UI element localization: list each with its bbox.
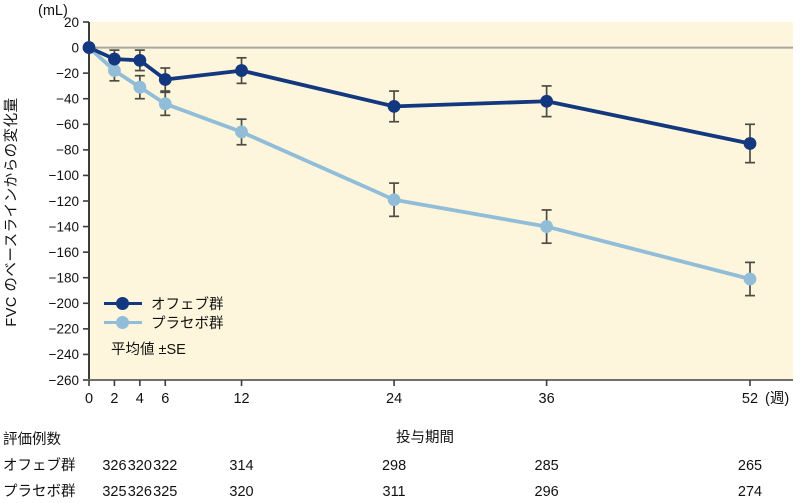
svg-text:−120: −120 bbox=[49, 194, 79, 209]
mean-se-note: 平均値 ±SE bbox=[111, 342, 186, 358]
svg-text:−140: −140 bbox=[49, 219, 79, 234]
n-table-row-label-placebo: プラセボ群 bbox=[3, 484, 76, 500]
svg-text:−240: −240 bbox=[49, 347, 79, 362]
legend-marker-ofev-icon bbox=[104, 297, 142, 310]
legend: オフェブ群 プラセボ群 bbox=[104, 294, 224, 332]
svg-text:20: 20 bbox=[64, 15, 79, 30]
svg-text:24: 24 bbox=[386, 391, 402, 407]
legend-item-ofev: オフェブ群 bbox=[104, 294, 224, 313]
svg-text:0: 0 bbox=[71, 40, 79, 55]
n-count: 322 bbox=[153, 458, 178, 474]
svg-text:52: 52 bbox=[742, 391, 758, 407]
n-count: 320 bbox=[127, 458, 152, 474]
legend-item-placebo: プラセボ群 bbox=[104, 313, 224, 332]
svg-text:4: 4 bbox=[136, 391, 144, 407]
svg-text:2: 2 bbox=[110, 391, 118, 407]
svg-text:12: 12 bbox=[233, 391, 249, 407]
svg-text:−100: −100 bbox=[49, 168, 79, 183]
series-points-0 bbox=[82, 41, 757, 150]
n-count: 296 bbox=[534, 484, 559, 500]
y-axis bbox=[83, 21, 90, 381]
svg-text:6: 6 bbox=[161, 391, 169, 407]
x-axis-title: 投与期間 bbox=[396, 430, 454, 446]
svg-text:−220: −220 bbox=[49, 322, 79, 337]
n-count: 326 bbox=[127, 484, 152, 500]
svg-text:−180: −180 bbox=[49, 271, 79, 286]
legend-label-placebo: プラセボ群 bbox=[151, 316, 224, 332]
n-count: 326 bbox=[102, 458, 127, 474]
plot-area bbox=[89, 22, 793, 380]
n-count: 325 bbox=[153, 484, 178, 500]
n-count: 311 bbox=[382, 484, 406, 500]
svg-text:−80: −80 bbox=[56, 143, 79, 158]
svg-text:36: 36 bbox=[539, 391, 555, 407]
n-count: 298 bbox=[381, 458, 407, 474]
x-tick-labels: 0 2 4 6 12 24 36 52 (週) bbox=[85, 390, 789, 407]
n-count: 274 bbox=[737, 484, 763, 500]
fvc-line-chart: 200−20−40−60−80−100−120−140−160−180−200−… bbox=[49, 15, 793, 407]
n-count: 314 bbox=[229, 458, 254, 474]
svg-text:−260: −260 bbox=[49, 373, 79, 388]
svg-text:−20: −20 bbox=[56, 66, 79, 81]
svg-text:−160: −160 bbox=[49, 245, 79, 260]
svg-text:−40: −40 bbox=[56, 92, 79, 107]
x-axis bbox=[88, 379, 793, 386]
n-count: 265 bbox=[737, 458, 763, 474]
x-axis-unit-label: (週) bbox=[765, 390, 789, 407]
svg-text:−60: −60 bbox=[56, 117, 79, 132]
n-table-row-label-ofev: オフェブ群 bbox=[3, 458, 76, 474]
legend-marker-placebo-icon bbox=[104, 316, 142, 329]
n-count: 325 bbox=[102, 484, 127, 500]
svg-text:0: 0 bbox=[85, 391, 93, 407]
svg-text:−200: −200 bbox=[49, 296, 79, 311]
legend-label-ofev: オフェブ群 bbox=[151, 297, 224, 313]
n-count: 320 bbox=[229, 484, 254, 500]
n-count: 285 bbox=[534, 458, 559, 474]
y-tick-labels: 20 0 −20 −40 −60 −80 −100 −120 −140 −160 −180 −200 −… bbox=[49, 15, 79, 388]
n-table-title: 評価例数 bbox=[3, 432, 61, 448]
y-axis-unit-label: (mL) bbox=[38, 3, 68, 19]
